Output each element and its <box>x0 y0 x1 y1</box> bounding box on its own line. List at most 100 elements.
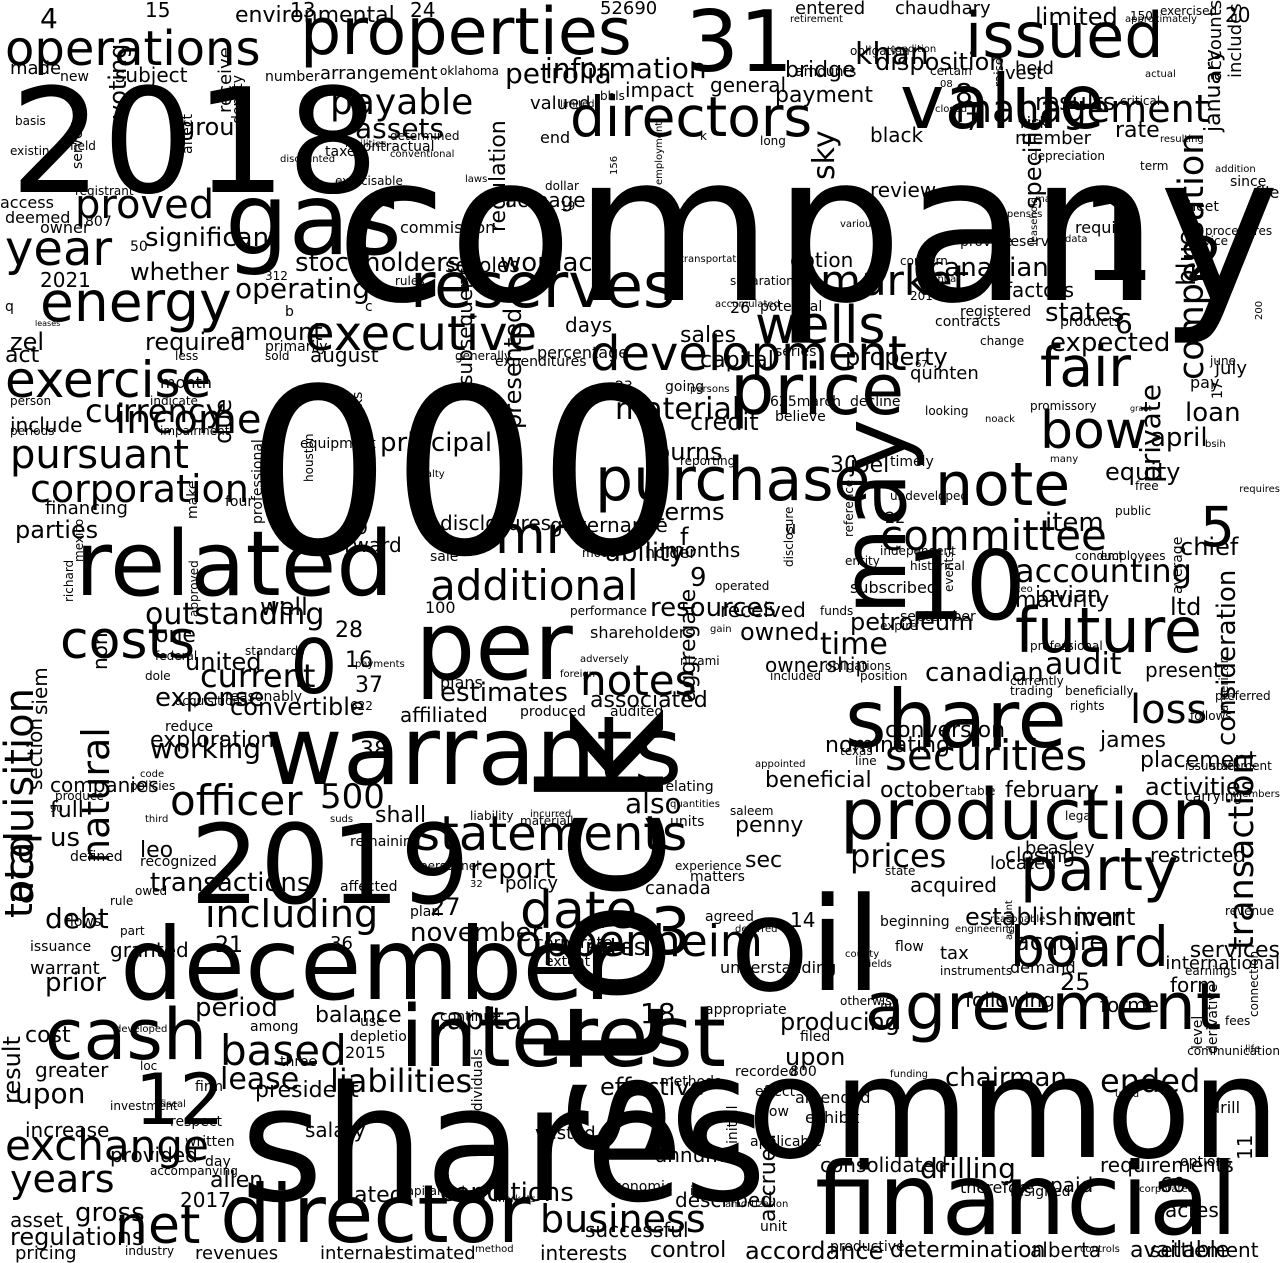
word-private: private <box>1134 384 1167 483</box>
word-table: table <box>965 784 996 798</box>
word-000: 000 <box>245 341 684 608</box>
word-2017: 2017 <box>180 1188 231 1212</box>
word-23: 23 <box>615 379 633 395</box>
word-actual: actual <box>1145 69 1176 80</box>
word-312: 312 <box>265 269 288 283</box>
word-2016: 2016 <box>910 289 941 303</box>
word-807: 807 <box>85 214 112 230</box>
word-statements: statements <box>415 806 688 862</box>
word-bridge: bridge <box>785 58 856 83</box>
word-beneficially: beneficially <box>1065 684 1134 698</box>
word-engineering: engineering <box>955 924 1015 935</box>
word-plans: plans <box>440 673 483 692</box>
word-texas: texas <box>840 744 873 758</box>
word-united: united <box>185 648 262 676</box>
word-ended: ended <box>1100 1062 1201 1100</box>
word-conditions: conditions <box>440 1178 574 1208</box>
word-require: require <box>1075 218 1132 237</box>
word-shall: shall <box>375 803 427 828</box>
word-regulation: regulation <box>486 120 511 232</box>
word-debt: debt <box>45 902 109 935</box>
word-professional: professional <box>1030 639 1103 653</box>
word-oil: oil <box>730 869 882 1021</box>
word-warrant: warrant <box>30 958 100 979</box>
word-asset: asset <box>10 1208 64 1232</box>
word-expire: expire <box>880 619 918 633</box>
word-royalty: royalty <box>410 469 445 480</box>
word-factors: factors <box>1005 278 1075 302</box>
word-subsequently: subsequently <box>453 250 477 385</box>
word-financial: financial <box>815 1141 1238 1258</box>
word-expenditures: expenditures <box>495 354 587 370</box>
word-impact: impact <box>625 78 694 102</box>
word-richard: richard <box>62 559 76 602</box>
word-standards: standards <box>245 644 305 658</box>
word-industry: industry <box>125 1244 175 1258</box>
word-whether: whether <box>130 258 229 286</box>
word-number: number <box>265 69 320 85</box>
word-full: full <box>50 798 84 823</box>
word-commission: commission <box>400 218 496 237</box>
word-oppenheim: oppenheim <box>515 916 763 967</box>
word-flow: flow <box>895 939 924 955</box>
word-owner: owner <box>40 218 90 237</box>
word-james: james <box>1100 728 1167 753</box>
word-estimates: estimates <box>440 678 568 708</box>
word-critical: critical <box>1120 94 1161 108</box>
word-policy: policy <box>505 873 558 894</box>
word-decline: decline <box>850 394 901 410</box>
word-new: new <box>60 69 89 85</box>
word-share: share <box>845 673 1067 766</box>
word-timely: timely <box>890 454 934 470</box>
word-establishment: establishment <box>965 903 1136 931</box>
word-zel: zel <box>10 328 45 356</box>
word-bow: bow <box>1040 401 1148 461</box>
word-operated: operated <box>715 579 770 593</box>
word-developed: developed <box>115 1024 168 1035</box>
word-model: model <box>582 546 620 560</box>
word-resources: resources <box>650 593 777 623</box>
word-19: 19 <box>560 199 576 213</box>
word-ability: ability <box>605 538 685 568</box>
word-years: years <box>10 1157 115 1201</box>
word-indicate: indicate <box>150 394 198 408</box>
word-arrangement: arrangement <box>320 63 438 84</box>
word-31: 31 <box>685 0 794 92</box>
word-10: 10 <box>905 532 1026 642</box>
word-persons: persons <box>690 384 730 395</box>
word-policies: policies <box>130 779 176 793</box>
word-stockholders: stockholders <box>295 248 461 278</box>
word-800: 800 <box>790 1064 817 1080</box>
word-upon: upon <box>785 1043 846 1071</box>
word-matters: matters <box>690 869 745 885</box>
word-7: 7 <box>965 108 981 136</box>
word-effective: effective <box>600 1073 705 1101</box>
word-annum: annum <box>655 1143 725 1167</box>
word-22: 22 <box>885 508 906 527</box>
word-3: 3 <box>650 895 692 970</box>
word-disclosures: disclosures <box>440 511 552 535</box>
word-received: received <box>720 598 806 622</box>
word-holder: holder <box>645 543 696 562</box>
word-ltd: ltd <box>1170 593 1202 621</box>
word-paid: paid <box>1050 1173 1094 1197</box>
word-taxes: taxes <box>325 144 363 160</box>
word-four: four <box>225 494 254 510</box>
word-limited: limited <box>1035 3 1118 31</box>
word-interests: interests <box>540 1241 628 1263</box>
word-long: long <box>760 134 786 148</box>
word-leases: leases <box>35 319 61 328</box>
word-use: use <box>360 1014 385 1030</box>
word-settlement: settlement <box>1150 1238 1259 1262</box>
word-exercise: exercise <box>5 351 212 409</box>
word-petroleum: petroleum <box>850 608 974 636</box>
word-price: price <box>730 349 905 431</box>
word-follows: follows <box>1190 709 1232 723</box>
word-entity: entity <box>845 554 880 568</box>
word-sold: sold <box>265 349 290 363</box>
word-credit: credit <box>690 408 759 436</box>
word-13: 13 <box>290 0 316 22</box>
word-rates: rates <box>585 933 647 961</box>
word-accounts: accounts <box>1205 0 1226 82</box>
word-member: member <box>1015 128 1092 149</box>
